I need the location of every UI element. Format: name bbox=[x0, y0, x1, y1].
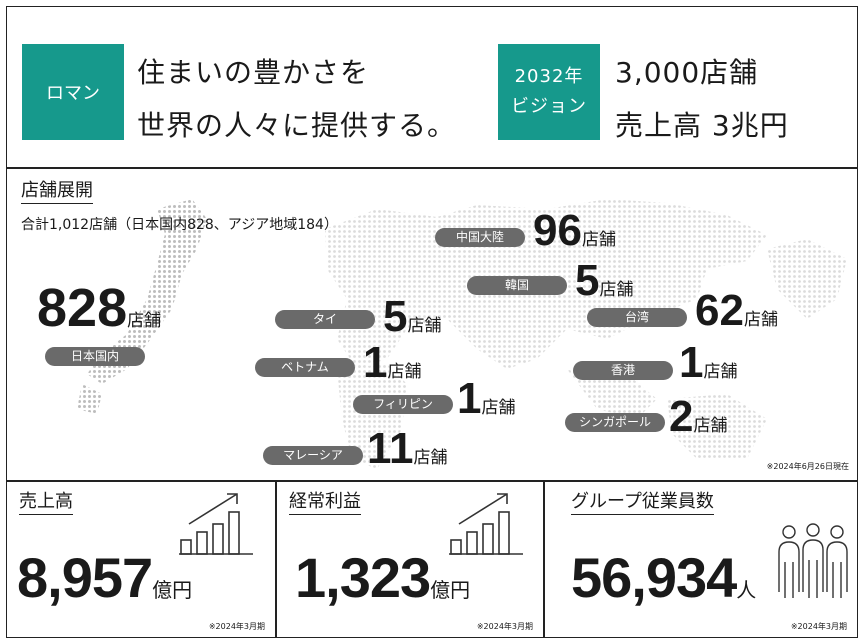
vision-stores: 3,000店舗 bbox=[615, 56, 759, 89]
kpi-employees-title: グループ従業員数 bbox=[571, 490, 714, 515]
region-label-philippines: フィリピン bbox=[353, 395, 453, 414]
hongkong-store-count: 1店舗 bbox=[679, 338, 738, 387]
kpi-sales-note: ※2024年3月期 bbox=[208, 622, 265, 631]
singapore-store-count: 2店舗 bbox=[669, 392, 728, 441]
kpi-employees-panel: グループ従業員数 56,934人 ※2024年3月期 bbox=[544, 481, 858, 638]
region-label-hongkong: 香港 bbox=[573, 361, 673, 380]
korea-store-count: 5店舗 bbox=[575, 256, 634, 305]
kpi-profit-title: 経常利益 bbox=[289, 490, 361, 515]
vietnam-store-count: 1店舗 bbox=[363, 338, 422, 387]
mission-vision-panel: ロマン 住まいの豊かさを 世界の人々に提供する。 2032年 ビジョン 3,00… bbox=[6, 6, 858, 168]
kpi-sales-panel: 売上高 8,957億円 ※2024年3月期 bbox=[6, 481, 276, 638]
taiwan-store-count: 62店舗 bbox=[695, 286, 778, 335]
bar-chart-rising-icon bbox=[179, 493, 253, 555]
store-network-panel: 店舗展開 合計1,012店舗（日本国内828、アジア地域184） 828店舗 日… bbox=[6, 168, 858, 481]
region-label-thailand: タイ bbox=[275, 310, 375, 329]
malaysia-store-count: 11店舗 bbox=[367, 424, 448, 473]
kpi-sales-title: 売上高 bbox=[19, 490, 73, 515]
stores-as-of-note: ※2024年6月26日現在 bbox=[766, 462, 849, 471]
kpi-profit-panel: 経常利益 1,323億円 ※2024年3月期 bbox=[276, 481, 544, 638]
people-group-icon bbox=[778, 523, 848, 598]
region-label-singapore: シンガポール bbox=[565, 413, 665, 432]
kpi-employees-note: ※2024年3月期 bbox=[790, 622, 847, 631]
mission-line-2: 世界の人々に提供する。 bbox=[137, 109, 457, 142]
kpi-profit-value: 1,323億円 bbox=[295, 546, 471, 609]
vision-badge: 2032年 ビジョン bbox=[498, 44, 600, 140]
region-label-korea: 韓国 bbox=[467, 276, 567, 295]
bar-chart-rising-icon bbox=[449, 493, 523, 555]
philippines-store-count: 1店舗 bbox=[457, 374, 516, 423]
vision-sales: 売上高 3兆円 bbox=[615, 109, 789, 142]
region-label-malaysia: マレーシア bbox=[263, 446, 363, 465]
region-label-china: 中国大陸 bbox=[435, 228, 525, 247]
region-label-taiwan: 台湾 bbox=[587, 308, 687, 327]
kpi-employees-value: 56,934人 bbox=[571, 546, 757, 609]
mission-badge: ロマン bbox=[22, 44, 124, 140]
china-store-count: 96店舗 bbox=[533, 206, 616, 255]
region-label-vietnam: ベトナム bbox=[255, 358, 355, 377]
japan-store-count: 828店舗 bbox=[37, 278, 162, 338]
thailand-store-count: 5店舗 bbox=[383, 292, 442, 341]
region-label-japan: 日本国内 bbox=[45, 347, 145, 366]
kpi-profit-note: ※2024年3月期 bbox=[476, 622, 533, 631]
stores-total: 合計1,012店舗（日本国内828、アジア地域184） bbox=[21, 217, 338, 233]
mission-line-1: 住まいの豊かさを bbox=[137, 56, 370, 89]
kpi-sales-value: 8,957億円 bbox=[17, 546, 193, 609]
stores-heading: 店舗展開 bbox=[21, 179, 93, 204]
